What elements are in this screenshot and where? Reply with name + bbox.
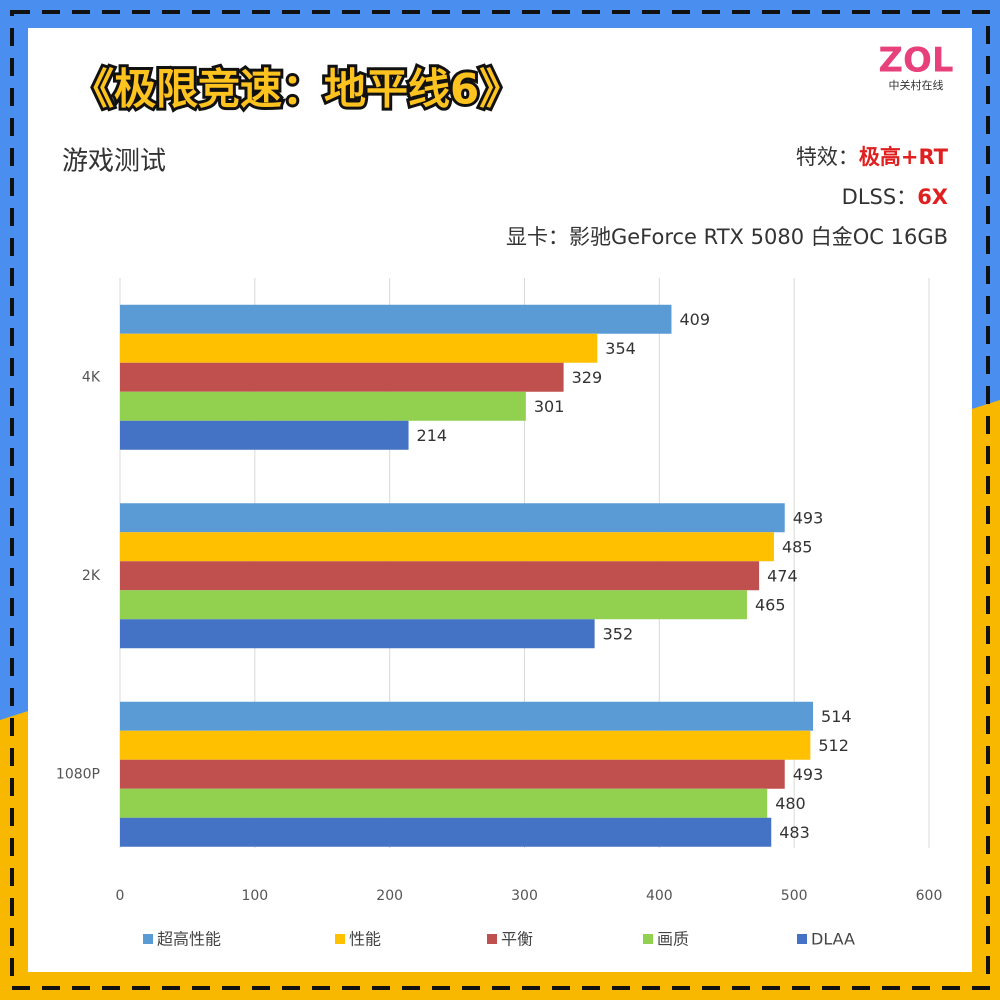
x-tick-label: 100 — [241, 888, 268, 904]
bar — [120, 788, 768, 818]
data-label: 514 — [821, 707, 852, 726]
note: 特效：极高+RT — [796, 145, 949, 169]
legend-swatch — [143, 934, 153, 944]
data-label: 493 — [793, 765, 824, 784]
legend-label: 超高性能 — [157, 930, 221, 949]
bar — [120, 333, 598, 363]
data-label: 485 — [782, 537, 813, 556]
x-tick-label: 600 — [916, 888, 943, 904]
note-label: 显卡：影驰GeForce RTX 5080 白金OC 16GB — [506, 225, 948, 249]
bar — [120, 503, 785, 533]
x-tick-label: 500 — [781, 888, 808, 904]
data-label: 409 — [679, 310, 710, 329]
bar — [120, 759, 785, 789]
chart-title: 《极限竞速：地平线6》 — [72, 65, 521, 114]
y-tick-label: 2K — [82, 568, 101, 584]
logo-brand: ZOL — [878, 41, 953, 81]
data-label: 301 — [534, 397, 565, 416]
data-label: 493 — [793, 508, 824, 527]
subtitle: 游戏测试 — [62, 147, 166, 177]
bar — [120, 561, 760, 591]
note: DLSS：6X — [842, 185, 948, 209]
data-label: 480 — [775, 794, 806, 813]
data-label: 483 — [779, 823, 810, 842]
note-label: DLSS： — [842, 185, 918, 209]
legend-label: 性能 — [349, 930, 381, 949]
x-tick-label: 300 — [511, 888, 538, 904]
note-value: 6X — [917, 185, 948, 209]
data-label: 214 — [417, 426, 448, 445]
note-value: 极高+RT — [859, 145, 949, 169]
bar — [120, 304, 672, 334]
x-tick-label: 200 — [376, 888, 403, 904]
logo-sub: 中关村在线 — [889, 78, 944, 92]
bar — [120, 362, 564, 392]
legend-swatch — [335, 934, 345, 944]
data-label: 465 — [755, 595, 786, 614]
legend-label: 画质 — [657, 930, 689, 949]
data-label: 329 — [572, 368, 603, 387]
legend-swatch — [487, 934, 497, 944]
legend-label: DLAA — [811, 930, 855, 949]
data-label: 474 — [767, 566, 798, 585]
bar — [120, 532, 774, 562]
data-label: 512 — [818, 736, 849, 755]
y-tick-label: 1080P — [56, 766, 100, 782]
bar — [120, 590, 747, 620]
dashed-border — [10, 10, 990, 990]
bar — [120, 420, 409, 450]
bar — [120, 730, 811, 760]
bar — [120, 619, 595, 649]
data-label: 354 — [605, 339, 636, 358]
bar — [120, 817, 772, 847]
x-tick-label: 0 — [116, 888, 125, 904]
legend-swatch — [797, 934, 807, 944]
data-label: 352 — [603, 624, 634, 643]
y-tick-label: 4K — [82, 369, 101, 385]
legend-label: 平衡 — [501, 930, 533, 949]
x-tick-label: 400 — [646, 888, 673, 904]
bar — [120, 701, 814, 731]
legend-swatch — [643, 934, 653, 944]
bar — [120, 391, 526, 421]
note-label: 特效： — [796, 145, 859, 169]
note: 显卡：影驰GeForce RTX 5080 白金OC 16GB — [506, 225, 948, 249]
